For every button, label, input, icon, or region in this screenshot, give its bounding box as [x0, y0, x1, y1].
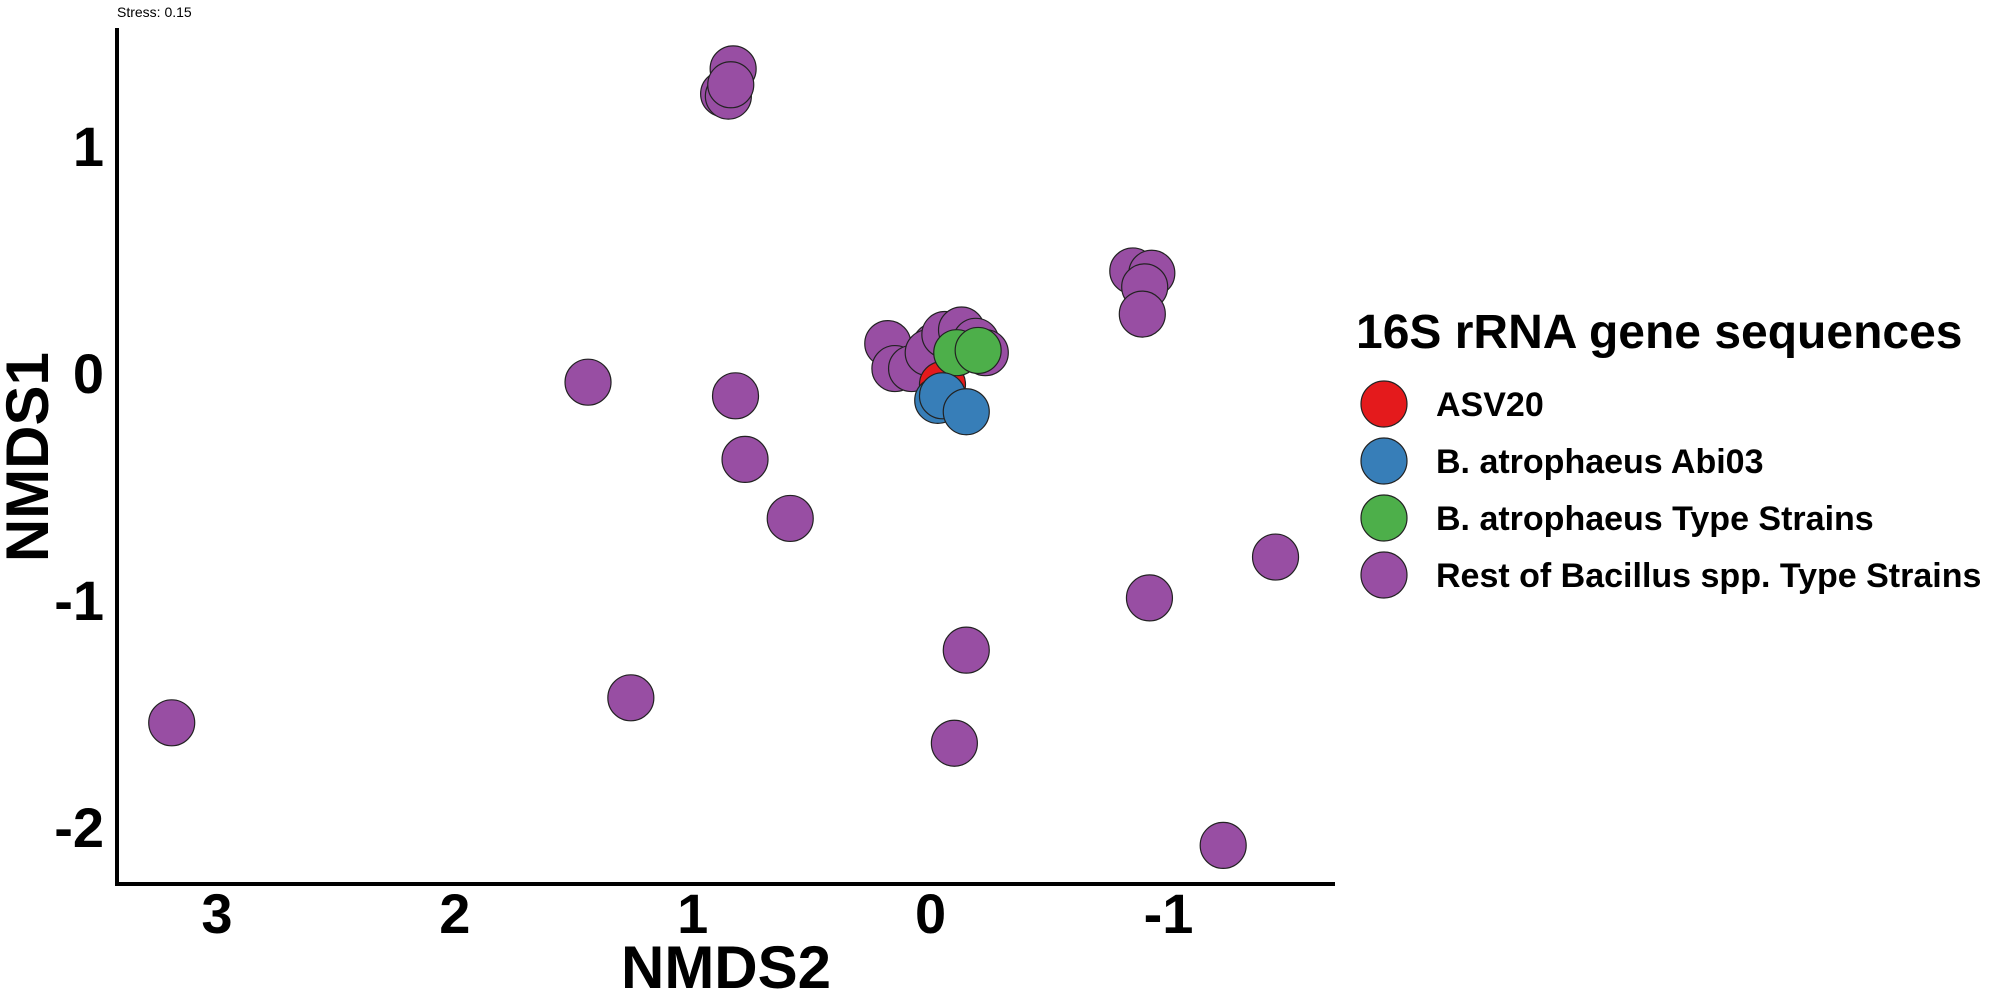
- legend-label: Rest of Bacillus spp. Type Strains: [1436, 557, 1981, 595]
- stress-label: Stress: 0.15: [117, 4, 192, 20]
- point-rest-of-bacillus-spp-type-strains: [1118, 290, 1166, 338]
- x-tick-label: 3: [201, 882, 232, 945]
- point-rest-of-bacillus-spp-type-strains: [721, 435, 769, 484]
- x-axis-title: NMDS2: [621, 934, 831, 1000]
- legend-label: B. atrophaeus Type Strains: [1436, 500, 1874, 538]
- legend-item-rest-of-bacillus-spp-type-strains: Rest of Bacillus spp. Type Strains: [1360, 551, 1981, 599]
- legend-label: B. atrophaeus Abi03: [1436, 443, 1763, 481]
- legend-item-b-atrophaeus-type-strains: B. atrophaeus Type Strains: [1360, 494, 1874, 542]
- x-tick-label: 1: [677, 882, 708, 945]
- points-layer: [148, 45, 1300, 870]
- point-rest-of-bacillus-spp-type-strains: [1251, 533, 1300, 581]
- y-tick-label: 0: [73, 342, 104, 405]
- legend-swatch: [1360, 437, 1408, 485]
- point-rest-of-bacillus-spp-type-strains: [711, 372, 760, 420]
- point-b-atrophaeus-abi03: [942, 388, 990, 436]
- legend: 16S rRNA gene sequences ASV20 B. atrophae…: [1356, 306, 1981, 599]
- point-rest-of-bacillus-spp-type-strains: [707, 61, 755, 109]
- point-rest-of-bacillus-spp-type-strains: [1199, 821, 1247, 870]
- legend-items: ASV20 B. atrophaeus Abi03 B. atrophaeus Ty…: [1360, 380, 1981, 599]
- axes: [115, 28, 1335, 886]
- y-tick-label: 1: [73, 115, 104, 178]
- y-tick-label: -1: [54, 569, 104, 632]
- legend-label: ASV20: [1436, 386, 1544, 424]
- legend-item-asv20: ASV20: [1360, 380, 1544, 428]
- x-tick-label: -1: [1144, 882, 1194, 945]
- point-rest-of-bacillus-spp-type-strains: [148, 699, 196, 747]
- x-tick-label: 2: [439, 882, 470, 945]
- y-axis-title: NMDS1: [0, 352, 61, 562]
- y-tick-label: -2: [54, 796, 104, 859]
- y-axis-ticks: 1 0 -1 -2: [54, 115, 104, 859]
- point-rest-of-bacillus-spp-type-strains: [564, 358, 612, 406]
- legend-item-b-atrophaeus-abi03: B. atrophaeus Abi03: [1360, 437, 1763, 485]
- point-b-atrophaeus-type-strains: [954, 326, 1002, 375]
- point-rest-of-bacillus-spp-type-strains: [607, 674, 655, 722]
- point-rest-of-bacillus-spp-type-strains: [930, 719, 978, 767]
- point-rest-of-bacillus-spp-type-strains: [942, 626, 990, 674]
- x-tick-label: 0: [915, 882, 946, 945]
- legend-swatch: [1360, 380, 1408, 428]
- point-rest-of-bacillus-spp-type-strains: [766, 494, 814, 543]
- legend-swatch: [1360, 494, 1408, 542]
- point-rest-of-bacillus-spp-type-strains: [1125, 574, 1174, 622]
- legend-title: 16S rRNA gene sequences: [1356, 306, 1962, 359]
- legend-swatch: [1360, 551, 1408, 599]
- x-axis-ticks: 3 2 1 0 -1: [201, 882, 1193, 945]
